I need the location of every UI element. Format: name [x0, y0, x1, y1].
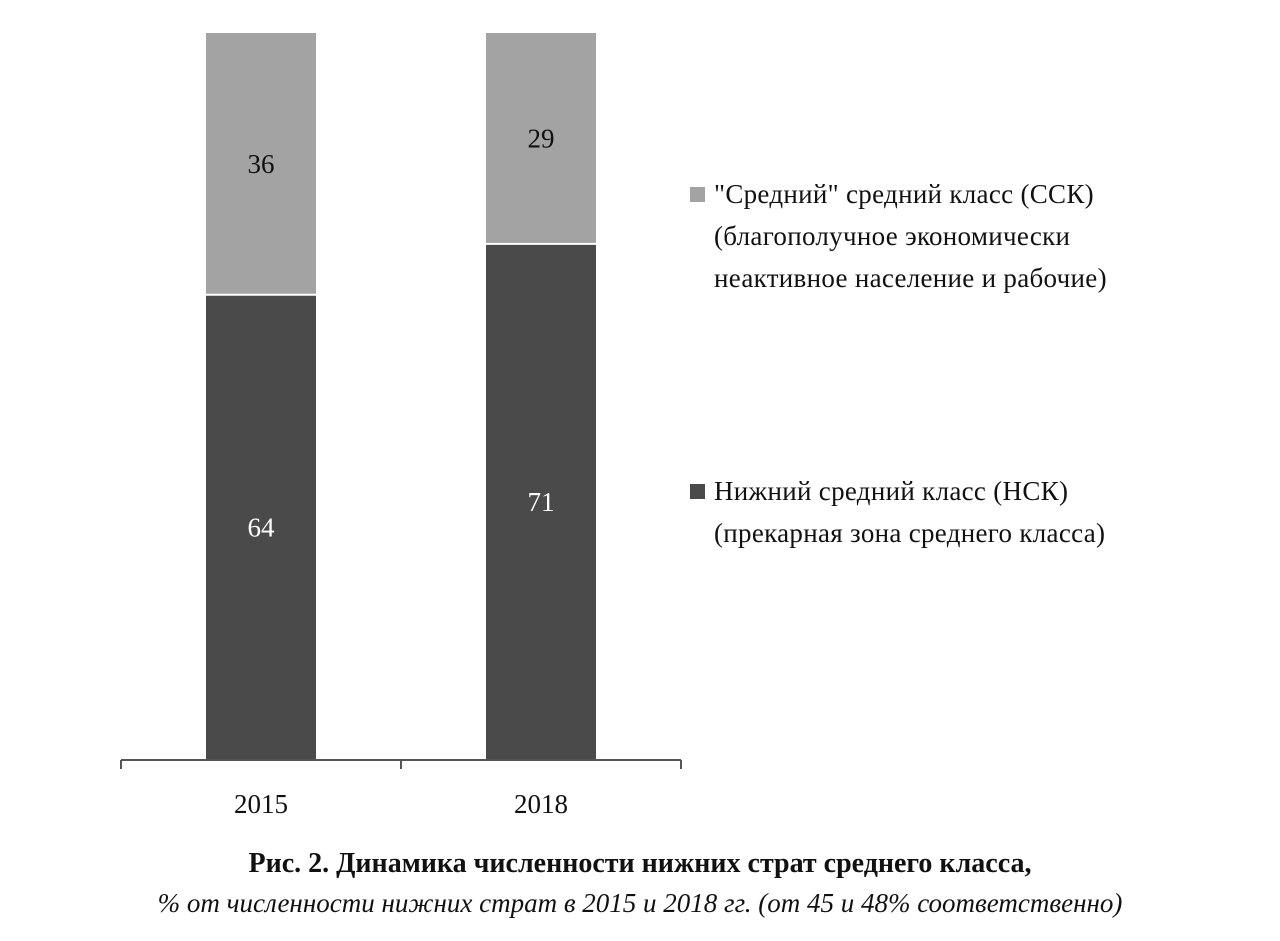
x-tick-label-2018: 2018 — [514, 789, 568, 819]
data-label-2015-series-0: 64 — [248, 512, 276, 542]
data-label-2018-series-0: 71 — [528, 487, 555, 517]
legend-swatch-ssk — [690, 187, 705, 202]
legend-label-nsk: Нижний средний класс (НСК) (прекарная зо… — [714, 476, 1106, 548]
legend-label-ssk: "Средний" средний класс (ССК) (благополу… — [714, 179, 1107, 293]
bar-segment-2015-series-0 — [206, 294, 316, 760]
data-label-2015-series-1: 36 — [248, 149, 275, 179]
legend-swatch-nsk — [690, 484, 705, 499]
bar-segment-2015-series-1 — [206, 33, 316, 295]
data-label-2018-series-1: 29 — [528, 123, 555, 153]
x-tick-label-2015: 2015 — [234, 789, 288, 819]
figure-caption-subtitle: % от численности нижних страт в 2015 и 2… — [157, 888, 1123, 918]
stacked-bar-chart: 64 36 2015 71 29 2018 — [120, 33, 682, 819]
bar-segment-2018-series-0 — [486, 243, 596, 760]
figure-caption-title: Рис. 2. Динамика численности нижних стра… — [248, 848, 1032, 879]
bar-segment-2018-series-1 — [486, 33, 596, 244]
